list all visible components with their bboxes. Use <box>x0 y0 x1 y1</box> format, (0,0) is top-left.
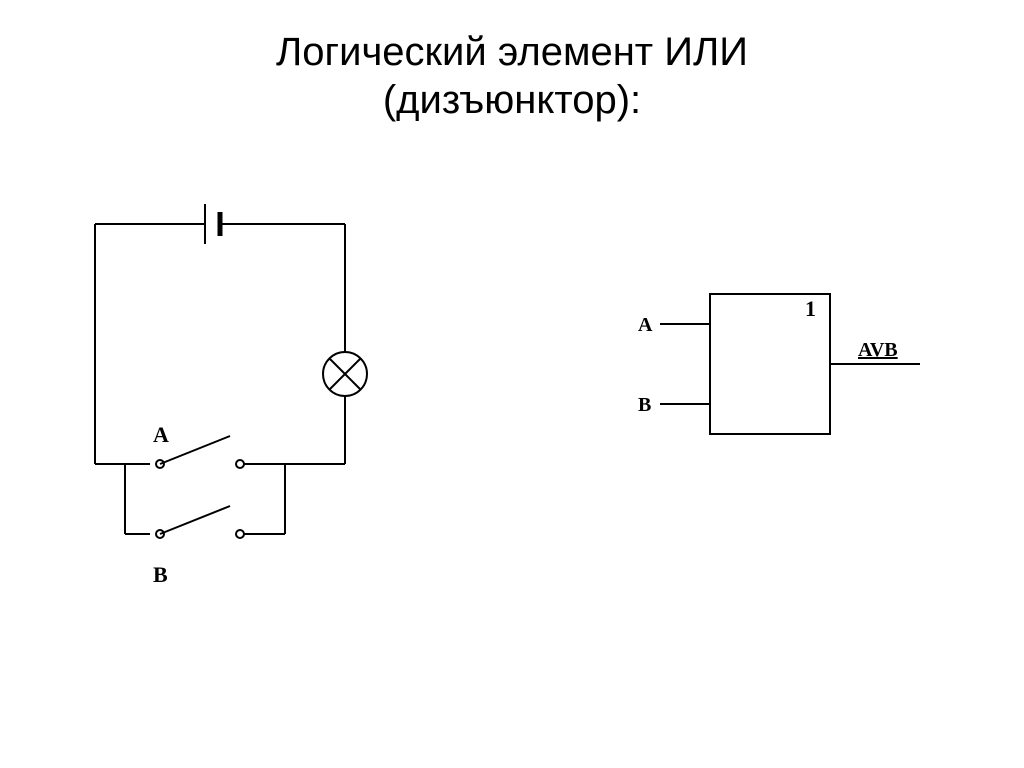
gate-input-b-label: B <box>638 394 651 416</box>
gate-input-a-label: A <box>638 314 653 336</box>
switch-b-terminal-right <box>236 530 244 538</box>
diagrams-area: A B A B 1 AVB <box>0 174 1024 724</box>
logic-gate-symbol: A B 1 AVB <box>620 274 940 479</box>
page-title: Логический элемент ИЛИ (дизъюнктор): <box>0 0 1024 124</box>
switch-a-lever <box>160 436 230 464</box>
gate-output-label: AVB <box>858 339 898 361</box>
title-line-2: (дизъюнктор): <box>383 78 641 122</box>
title-line-1: Логический элемент ИЛИ <box>276 30 748 74</box>
circuit-label-b: B <box>153 562 168 587</box>
switch-b-lever <box>160 506 230 534</box>
circuit-diagram: A B <box>65 184 395 609</box>
circuit-label-a: A <box>153 422 169 447</box>
switch-a-terminal-right <box>236 460 244 468</box>
gate-label: 1 <box>805 296 816 321</box>
